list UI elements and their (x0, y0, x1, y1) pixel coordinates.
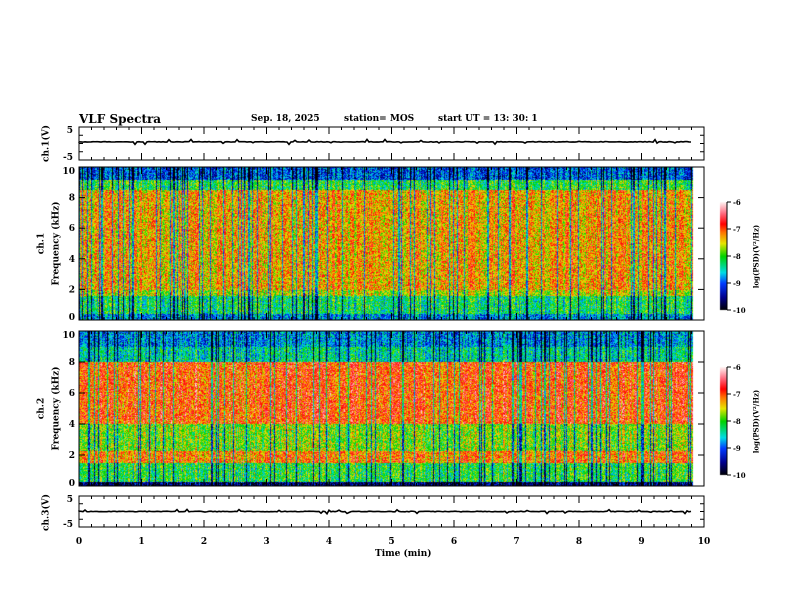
colorbar-tick-label: -6 (733, 363, 741, 372)
y-tick-label: -5 (63, 520, 73, 530)
x-tick-label: 7 (513, 537, 519, 547)
colorbar-tick-label: -10 (733, 306, 746, 315)
x-tick-label: 3 (263, 537, 269, 547)
x-tick-label: 4 (326, 537, 332, 547)
colorbar-tick-label: -9 (733, 444, 741, 453)
ch1-freq-text: Frequency (kHz) (51, 201, 62, 286)
x-tick-label: 1 (138, 537, 144, 547)
ch1-freq-label: Frequency (kHz) (52, 199, 63, 289)
date-label: Sep. 18, 2025 (251, 114, 320, 124)
x-tick-label: 0 (76, 537, 82, 547)
colorbar-tick-label: -10 (733, 471, 746, 480)
colorbar-tick-label: -8 (733, 417, 741, 426)
y-tick-label: 0 (69, 479, 75, 489)
colorbar1-label: log(PSD)(V²/Hz) (751, 224, 761, 289)
y-tick-label: 6 (69, 224, 75, 234)
colorbar-tick-label: -9 (733, 279, 741, 288)
x-tick-label: 9 (638, 537, 644, 547)
y-tick-label: 8 (69, 358, 75, 368)
x-tick-label: 5 (388, 537, 394, 547)
colorbar2-label: log(PSD)(V²/Hz) (751, 389, 761, 454)
colorbar-tick-label: -7 (733, 225, 741, 234)
y-tick-label: 2 (69, 451, 75, 461)
y-tick-label: 5 (67, 126, 73, 136)
y-tick-label: 10 (62, 167, 75, 177)
ch1-spec-ylabel: ch.1 (36, 232, 47, 255)
ch3-waveform-ylabel: ch.3(V) (41, 494, 52, 531)
y-tick-label: 5 (67, 495, 73, 505)
colorbar-tick-label: -6 (733, 198, 741, 207)
station-label: station= MOS (344, 114, 415, 124)
x-axis-label: Time (min) (375, 549, 432, 559)
colorbar-tick-label: -7 (733, 390, 741, 399)
panel-frame (78, 166, 705, 321)
x-tick-label: 10 (698, 537, 711, 547)
y-tick-label: -5 (63, 153, 73, 163)
y-tick-label: 4 (69, 255, 75, 265)
y-tick-label: 0 (69, 313, 75, 323)
ch2-freq-label: Frequency (kHz) (52, 364, 63, 454)
ch3-waveform-trace (78, 508, 692, 516)
ch2-spec-ylabel: ch.2 (36, 397, 47, 420)
x-tick-label: 2 (201, 537, 207, 547)
figure-title: VLF Spectra (79, 112, 162, 126)
ch1-waveform-ylabel: ch.1(V) (41, 125, 52, 162)
start-time-label: start UT = 13: 30: 1 (438, 114, 538, 124)
y-tick-label: 2 (69, 285, 75, 295)
x-tick-label: 8 (576, 537, 582, 547)
x-tick-label: 6 (451, 537, 457, 547)
y-tick-label: 4 (69, 420, 75, 430)
y-tick-label: 6 (69, 389, 75, 399)
y-tick-label: 8 (69, 194, 75, 204)
y-tick-label: 10 (62, 331, 75, 341)
panel-frame (78, 330, 705, 487)
colorbar-tick-label: -8 (733, 252, 741, 261)
ch1-waveform-trace (78, 138, 692, 146)
ch2-freq-text: Frequency (kHz) (51, 366, 62, 451)
